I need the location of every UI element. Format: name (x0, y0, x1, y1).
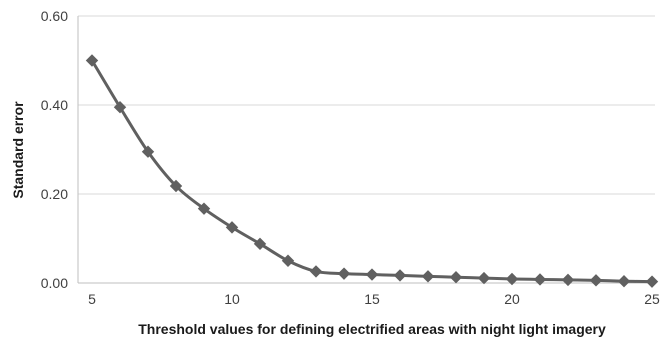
y-tick-label: 0.60 (41, 8, 68, 24)
x-tick-label: 10 (224, 291, 240, 307)
axes (77, 16, 655, 284)
series-line (90, 59, 653, 284)
data-point-diamond (365, 268, 379, 281)
grid-lines (78, 15, 655, 195)
data-point-diamond (169, 179, 183, 193)
y-tick-label: 0.40 (41, 97, 68, 113)
data-point-diamond (197, 202, 211, 215)
data-point-diamond (225, 221, 239, 234)
data-point-diamond (421, 270, 435, 283)
data-point-diamond (85, 54, 99, 67)
x-tick-label: 5 (88, 291, 96, 307)
x-tick-label: 25 (644, 291, 660, 307)
x-axis-title: Threshold values for defining electrifie… (138, 321, 606, 337)
x-tick-label: 15 (364, 291, 380, 307)
y-axis-title: Standard error (10, 101, 26, 199)
data-point-diamond (589, 274, 603, 287)
data-point-diamond (113, 101, 127, 114)
y-tick-label: 0.20 (41, 186, 68, 202)
data-point-diamond (281, 254, 295, 267)
y-tick-label: 0.00 (41, 275, 68, 291)
x-tick-labels: 5 10 15 20 25 (88, 291, 660, 307)
data-point-diamond (533, 273, 547, 286)
series-group (85, 54, 659, 288)
data-point-diamond (393, 269, 407, 282)
data-point-diamond (617, 275, 631, 288)
data-point-diamond (561, 273, 575, 287)
data-point-diamond (449, 271, 463, 284)
data-point-diamond (309, 265, 323, 278)
data-point-diamond (337, 267, 351, 280)
y-tick-labels: 0.00 0.20 0.40 0.60 (41, 8, 68, 291)
data-point-diamond (141, 145, 155, 158)
data-point-diamond (253, 237, 267, 251)
data-point-diamond (477, 271, 491, 285)
data-point-diamond (645, 275, 659, 288)
data-point-diamond (505, 272, 519, 286)
x-tick-label: 20 (504, 291, 520, 307)
